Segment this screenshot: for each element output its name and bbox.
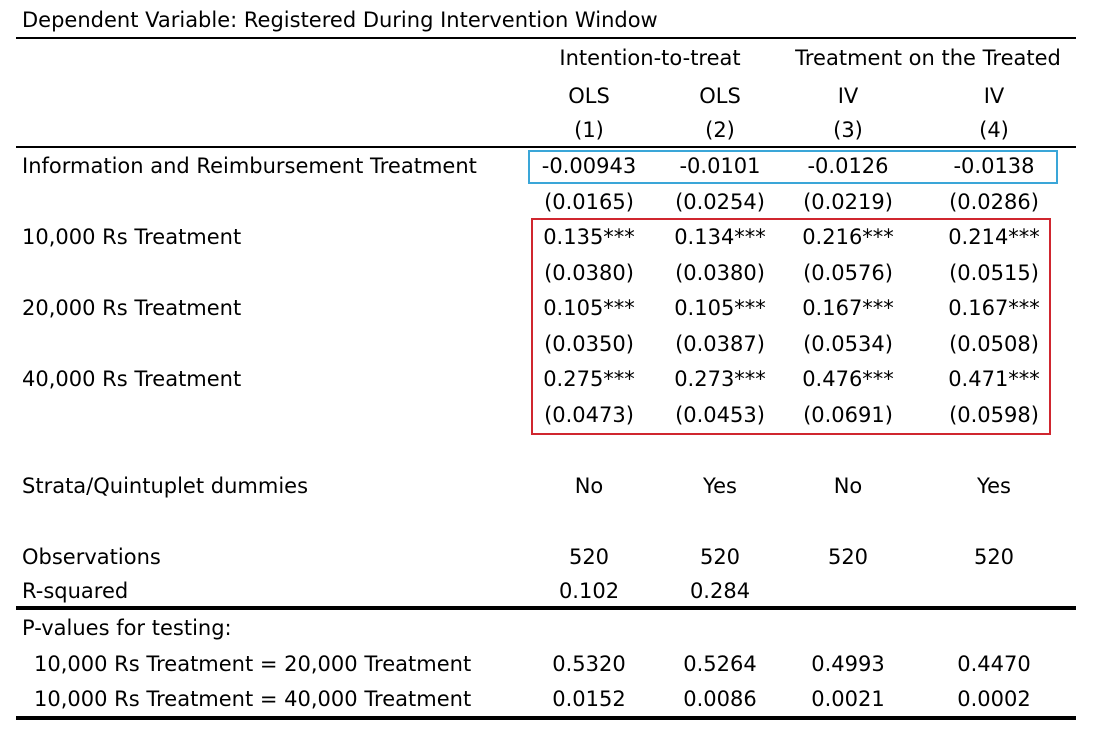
header-method-3: IV	[837, 84, 859, 108]
header-col-number-2: (2)	[705, 118, 735, 142]
se-cell: (0.0473)	[544, 403, 634, 427]
coef-cell: 0.167***	[948, 296, 1040, 320]
row-label-rsquared: R-squared	[22, 579, 129, 603]
dummies-cell: Yes	[977, 474, 1011, 498]
header-group-tot: Treatment on the Treated	[795, 46, 1061, 70]
pvalue-cell: 0.4470	[957, 652, 1031, 676]
row-label-10000-treatment: 10,000 Rs Treatment	[22, 225, 242, 249]
se-cell: (0.0380)	[544, 261, 634, 285]
rsquared-cell: 0.102	[558, 579, 620, 603]
coef-cell: -0.0126	[807, 154, 889, 178]
coef-cell: 0.167***	[802, 296, 894, 320]
se-cell: (0.0165)	[544, 190, 634, 214]
se-cell: (0.0576)	[803, 261, 893, 285]
se-cell: (0.0254)	[675, 190, 765, 214]
dummies-cell: No	[574, 474, 604, 498]
se-cell: (0.0219)	[803, 190, 893, 214]
header-method-1: OLS	[568, 84, 610, 108]
row-label-40000-treatment: 40,000 Rs Treatment	[22, 367, 242, 391]
pvalue-cell: 0.0086	[683, 687, 757, 711]
observations-cell: 520	[973, 545, 1015, 569]
coef-cell: 0.471***	[948, 367, 1040, 391]
dummies-cell: Yes	[703, 474, 737, 498]
coef-cell: 0.476***	[802, 367, 894, 391]
se-cell: (0.0350)	[544, 332, 634, 356]
coef-cell: 0.134***	[674, 225, 766, 249]
row-label-observations: Observations	[22, 545, 161, 569]
row-label-info-reimbursement: Information and Reimbursement Treatment	[22, 154, 477, 178]
coef-cell: -0.00943	[541, 154, 637, 178]
coef-cell: -0.0101	[679, 154, 761, 178]
bottom-rule	[16, 716, 1076, 720]
pvalue-cell: 0.5320	[552, 652, 626, 676]
row-label-pvalue-10-vs-20: 10,000 Rs Treatment = 20,000 Treatment	[34, 652, 472, 676]
se-cell: (0.0453)	[675, 403, 765, 427]
se-cell: (0.0508)	[949, 332, 1039, 356]
coef-cell: 0.105***	[543, 296, 635, 320]
header-method-4: IV	[983, 84, 1005, 108]
coef-cell: 0.105***	[674, 296, 766, 320]
pvalue-cell: 0.0152	[552, 687, 626, 711]
pvalues-rule	[16, 606, 1076, 610]
rsquared-cell: 0.284	[689, 579, 751, 603]
se-cell: (0.0286)	[949, 190, 1039, 214]
observations-cell: 520	[827, 545, 869, 569]
table-title: Dependent Variable: Registered During In…	[22, 8, 658, 32]
header-col-number-1: (1)	[574, 118, 604, 142]
se-cell: (0.0534)	[803, 332, 893, 356]
header-col-number-3: (3)	[833, 118, 863, 142]
coef-cell: 0.273***	[674, 367, 766, 391]
observations-cell: 520	[568, 545, 610, 569]
se-cell: (0.0387)	[675, 332, 765, 356]
header-col-number-4: (4)	[979, 118, 1009, 142]
highlight-box-red	[531, 218, 1051, 435]
header-rule	[16, 146, 1076, 148]
se-cell: (0.0515)	[949, 261, 1039, 285]
pvalue-cell: 0.0002	[957, 687, 1031, 711]
pvalues-heading: P-values for testing:	[22, 616, 232, 640]
coef-cell: 0.275***	[543, 367, 635, 391]
observations-cell: 520	[699, 545, 741, 569]
pvalue-cell: 0.4993	[811, 652, 885, 676]
coef-cell: 0.135***	[543, 225, 635, 249]
row-label-pvalue-10-vs-40: 10,000 Rs Treatment = 40,000 Treatment	[34, 687, 472, 711]
row-label-dummies: Strata/Quintuplet dummies	[22, 474, 309, 498]
dummies-cell: No	[833, 474, 863, 498]
coef-cell: 0.214***	[948, 225, 1040, 249]
row-label-20000-treatment: 20,000 Rs Treatment	[22, 296, 242, 320]
coef-cell: 0.216***	[802, 225, 894, 249]
pvalue-cell: 0.5264	[683, 652, 757, 676]
se-cell: (0.0691)	[803, 403, 893, 427]
header-method-2: OLS	[699, 84, 741, 108]
header-group-itt: Intention-to-treat	[559, 46, 741, 70]
se-cell: (0.0598)	[949, 403, 1039, 427]
top-rule	[16, 37, 1076, 39]
highlight-box-blue	[528, 150, 1058, 184]
coef-cell: -0.0138	[953, 154, 1035, 178]
pvalue-cell: 0.0021	[811, 687, 885, 711]
se-cell: (0.0380)	[675, 261, 765, 285]
